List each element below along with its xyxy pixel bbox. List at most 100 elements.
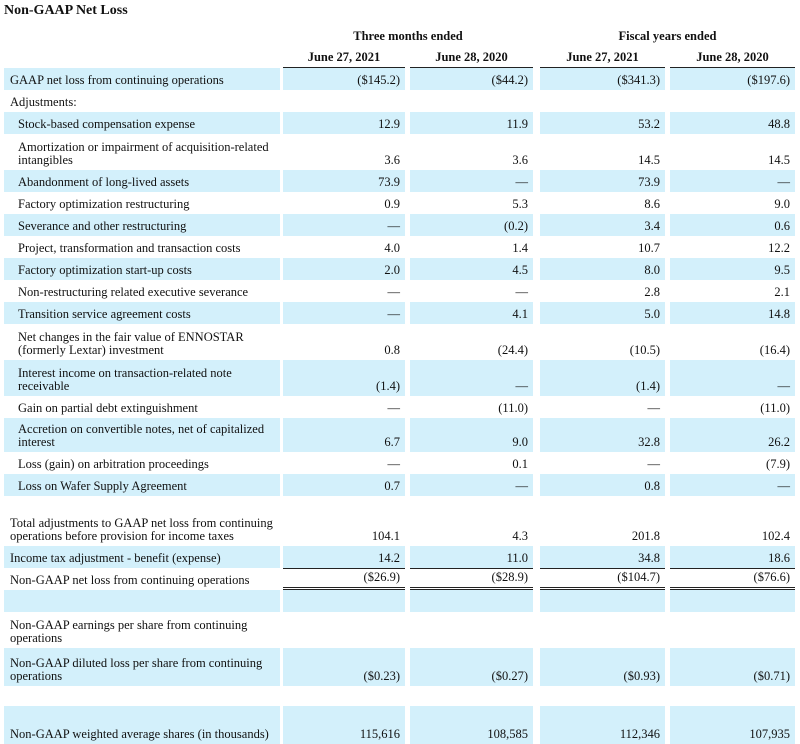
- row-value: (11.0): [498, 401, 528, 415]
- row-value: ($145.2): [283, 68, 405, 90]
- row-value: —: [387, 285, 401, 299]
- row-value: —: [410, 474, 533, 496]
- column-date: June 27, 2021: [540, 46, 665, 68]
- row-value: 5.3: [512, 197, 528, 211]
- row-value: 102.4: [761, 529, 790, 543]
- row-value: ($0.27): [410, 648, 533, 686]
- row-value: 107,935: [670, 706, 795, 744]
- row-value: 14.8: [670, 302, 795, 324]
- column-date: June 28, 2020: [410, 46, 533, 68]
- row-value: 6.7: [283, 418, 405, 452]
- row-value: —: [670, 474, 795, 496]
- row-value: 9.5: [670, 258, 795, 280]
- row-label: Non-GAAP net loss from continuing operat…: [10, 573, 250, 587]
- row-value: 11.9: [410, 112, 533, 134]
- row-value: 3.6: [512, 153, 528, 167]
- row-value: 0.7: [283, 474, 405, 496]
- row-label: Income tax adjustment - benefit (expense…: [4, 546, 280, 568]
- row-value: —: [410, 360, 533, 396]
- row-label: Abandonment of long-lived assets: [4, 170, 280, 192]
- row-value: 112,346: [540, 706, 665, 744]
- row-value: (7.9): [766, 457, 790, 471]
- row-value: 11.0: [410, 546, 533, 568]
- title: Non-GAAP Net Loss: [4, 3, 128, 18]
- row-value: ($0.93): [540, 648, 665, 686]
- row-value: 2.0: [283, 258, 405, 280]
- empty-cell: [670, 90, 795, 112]
- row-value: (0.2): [410, 214, 533, 236]
- row-label: Net changes in the fair value of ENNOSTA…: [18, 330, 244, 357]
- row-value: ($197.6): [670, 68, 795, 90]
- row-value: 0.6: [670, 214, 795, 236]
- row-value: ($104.7): [540, 568, 665, 590]
- row-value: 2.1: [774, 285, 790, 299]
- empty-cell: [670, 612, 795, 648]
- row-value: —: [387, 457, 401, 471]
- row-value: 4.3: [512, 529, 528, 543]
- row-value: 34.8: [540, 546, 665, 568]
- row-value: ($0.23): [283, 648, 405, 686]
- row-value: (1.4): [540, 360, 665, 396]
- spacer: [540, 590, 665, 612]
- row-value: 201.8: [631, 529, 660, 543]
- row-value: —: [410, 170, 533, 192]
- row-label: Factory optimization start-up costs: [4, 258, 280, 280]
- spacer: [4, 590, 280, 612]
- row-value: 53.2: [540, 112, 665, 134]
- row-label: Factory optimization restructuring: [18, 197, 190, 211]
- empty-cell: [283, 612, 405, 648]
- row-value: (16.4): [759, 343, 790, 357]
- group-header: Fiscal years ended: [618, 29, 717, 43]
- column-date: June 27, 2021: [283, 46, 405, 68]
- spacer: [670, 590, 795, 612]
- row-value: ($341.3): [540, 68, 665, 90]
- row-value: 10.7: [638, 241, 660, 255]
- row-value: 12.9: [283, 112, 405, 134]
- row-label: Severance and other restructuring: [4, 214, 280, 236]
- row-value: 9.0: [410, 418, 533, 452]
- empty-cell: [540, 612, 665, 648]
- row-label: Loss (gain) on arbitration proceedings: [18, 457, 209, 471]
- row-value: —: [283, 214, 405, 236]
- row-value: 4.5: [410, 258, 533, 280]
- row-value: 1.4: [512, 241, 528, 255]
- row-value: ($26.9): [283, 568, 405, 590]
- row-value: 26.2: [670, 418, 795, 452]
- row-label: Total adjustments to GAAP net loss from …: [10, 516, 273, 543]
- row-value: —: [670, 360, 795, 396]
- row-value: 12.2: [768, 241, 790, 255]
- row-value: ($28.9): [410, 568, 533, 590]
- row-value: 73.9: [540, 170, 665, 192]
- row-value: (1.4): [283, 360, 405, 396]
- row-value: —: [670, 170, 795, 192]
- row-label: Accretion on convertible notes, net of c…: [4, 418, 280, 452]
- empty-cell: [540, 90, 665, 112]
- row-value: 3.6: [384, 153, 400, 167]
- row-label: Interest income on transaction-related n…: [4, 360, 280, 396]
- row-value: 8.6: [644, 197, 660, 211]
- row-label: GAAP net loss from continuing operations: [4, 68, 280, 90]
- row-value: 18.6: [670, 546, 795, 568]
- row-label: Non-GAAP weighted average shares (in tho…: [4, 706, 280, 744]
- row-value: —: [515, 285, 529, 299]
- row-value: (10.5): [629, 343, 660, 357]
- row-value: 4.1: [410, 302, 533, 324]
- empty-cell: [283, 90, 405, 112]
- row-value: 104.1: [371, 529, 400, 543]
- row-label: Adjustments:: [10, 95, 77, 109]
- row-label: Stock-based compensation expense: [4, 112, 280, 134]
- row-label: Amortization or impairment of acquisitio…: [18, 140, 269, 167]
- row-value: ($0.71): [670, 648, 795, 686]
- row-value: 5.0: [540, 302, 665, 324]
- row-value: 0.9: [384, 197, 400, 211]
- row-value: 4.0: [384, 241, 400, 255]
- group-header: Three months ended: [353, 29, 463, 43]
- row-value: 14.5: [768, 153, 790, 167]
- row-value: 3.4: [540, 214, 665, 236]
- row-value: 108,585: [410, 706, 533, 744]
- empty-cell: [410, 612, 533, 648]
- row-label: Non-restructuring related executive seve…: [18, 285, 249, 299]
- row-value: 0.8: [384, 343, 400, 357]
- row-value: —: [647, 457, 661, 471]
